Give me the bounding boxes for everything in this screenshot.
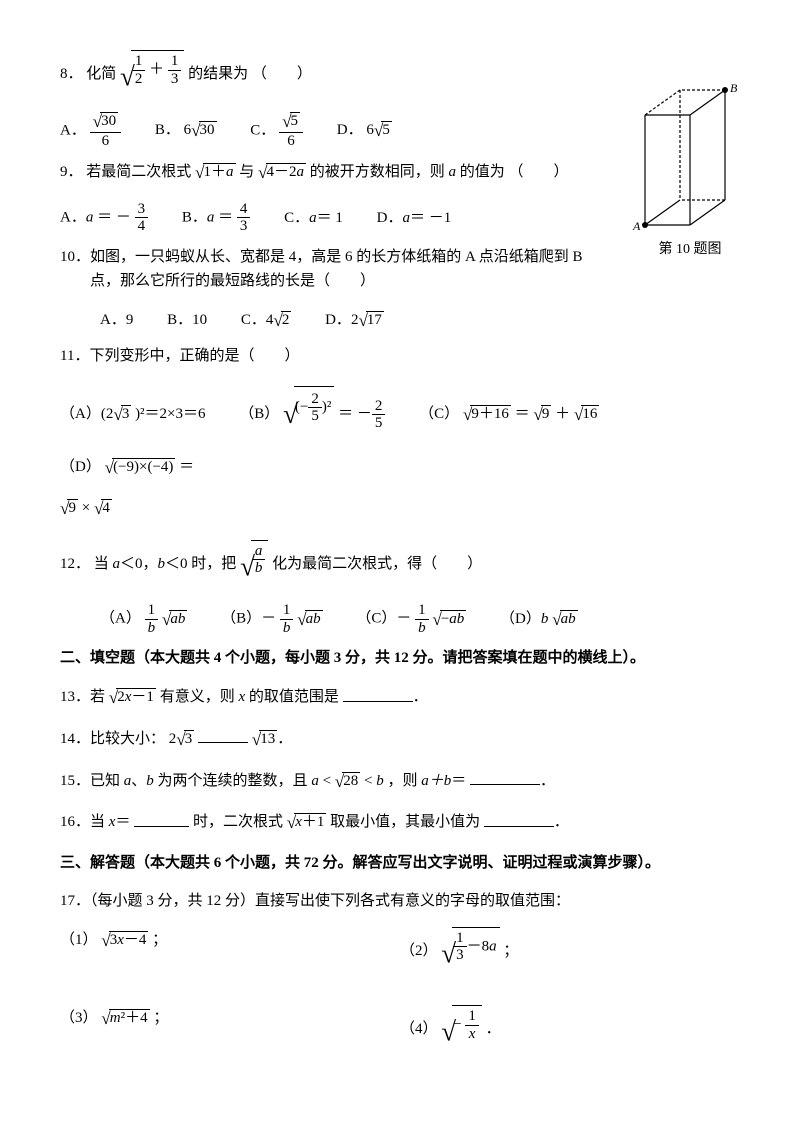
q10-figure: B A 第 10 题图: [630, 80, 750, 261]
q9-optA: A．a ＝ － 34: [60, 201, 148, 235]
q16: 16．当 x＝ 时，二次根式 √x＋1 取最小值，其最小值为 ．: [60, 809, 740, 837]
q10-optC: C．4√2: [241, 307, 291, 335]
q8-num: 8．: [60, 66, 83, 82]
q8-text-b: 的结果为: [188, 66, 248, 82]
q16-blank-2[interactable]: [484, 811, 554, 827]
q8-optC: C． √56: [250, 113, 303, 149]
q9-optB: B．a ＝ 43: [182, 201, 251, 235]
q17-sub4: （4） √− 1x ．: [400, 1005, 740, 1054]
q12-optD: （D）b √ab: [500, 606, 578, 634]
q11-optB: （B） √(−25)² ＝ －25: [239, 382, 385, 447]
q12-optB: （B）－ 1b √ab: [221, 602, 323, 636]
q8-optD: D． 6√5: [337, 117, 392, 145]
q10-figure-caption: 第 10 题图: [630, 239, 750, 261]
q8-bracket: （ ）: [252, 66, 312, 82]
q8-optB: B． 6√30: [155, 117, 217, 145]
q15-blank[interactable]: [470, 769, 540, 785]
q13: 13．若 √2x－1 有意义，则 x 的取值范围是 ．: [60, 684, 740, 712]
section-3-header: 三、解答题（本大题共 6 个小题，共 72 分。解答应写出文字说明、证明过程或演…: [60, 851, 740, 875]
q17: 17．（每小题 3 分，共 12 分）直接写出使下列各式有意义的字母的取值范围：: [60, 889, 740, 913]
q17-row1: （1） √3x－4 ； （2） √ 13－8a ；: [60, 927, 740, 976]
q17-sub2: （2） √ 13－8a ；: [400, 927, 740, 976]
q11-optD: （D） √(−9)×(−4) ＝: [60, 447, 194, 488]
q10-optD: D．2√17: [325, 307, 384, 335]
q12: 12． 当 a＜0，b＜0 时，把 √ ab 化为最简二次根式，得（ ）: [60, 540, 740, 589]
q8-text-a: 化简: [86, 66, 116, 82]
q8-optA: A． √306: [60, 113, 121, 149]
q9-optC: C．a＝ 1: [284, 206, 343, 230]
svg-text:B: B: [730, 81, 738, 95]
q16-blank-1[interactable]: [134, 811, 189, 827]
q10-optA: A．9: [100, 308, 133, 332]
q11-num: 11．: [60, 348, 89, 364]
q14-blank[interactable]: [198, 727, 248, 743]
q11-optC: （C） √9＋16 ＝ √9 ＋ √16: [419, 394, 599, 435]
q12-optC: （C）－ 1b √−ab: [356, 602, 466, 636]
q10-num: 10．: [60, 249, 90, 265]
q11-optA: （A）(2√3 )²＝2×3＝6: [60, 394, 206, 435]
section-2-header: 二、填空题（本大题共 4 个小题，每小题 3 分，共 12 分。请把答案填在题中…: [60, 646, 740, 670]
q9-num: 9．: [60, 164, 83, 180]
q12-num: 12．: [60, 556, 90, 572]
svg-text:A: A: [632, 219, 641, 233]
q12-options: （A） 1b √ab （B）－ 1b √ab （C）－ 1b √−ab （D）b…: [60, 602, 740, 636]
q17-sub1: （1） √3x－4 ；: [60, 927, 400, 976]
q11: 11．下列变形中，正确的是（ ）: [60, 344, 740, 368]
q12-optA: （A） 1b √ab: [100, 602, 187, 636]
q9-optD: D．a＝ －1: [377, 206, 452, 230]
q15: 15．已知 a、b 为两个连续的整数，且 a < √28 < b ，则 a＋b＝…: [60, 768, 740, 796]
q17-row2: （3） √m²＋4 ； （4） √− 1x ．: [60, 1005, 740, 1054]
q17-sub3: （3） √m²＋4 ；: [60, 1005, 400, 1054]
q13-blank[interactable]: [343, 686, 413, 702]
q10-options: A．9 B．10 C．4√2 D．2√17: [60, 307, 740, 335]
q11-options: （A）(2√3 )²＝2×3＝6 （B） √(−25)² ＝ －25 （C） √…: [60, 382, 740, 530]
q10-optB: B．10: [167, 308, 207, 332]
q14: 14．比较大小： 2√3 √13．: [60, 726, 740, 754]
